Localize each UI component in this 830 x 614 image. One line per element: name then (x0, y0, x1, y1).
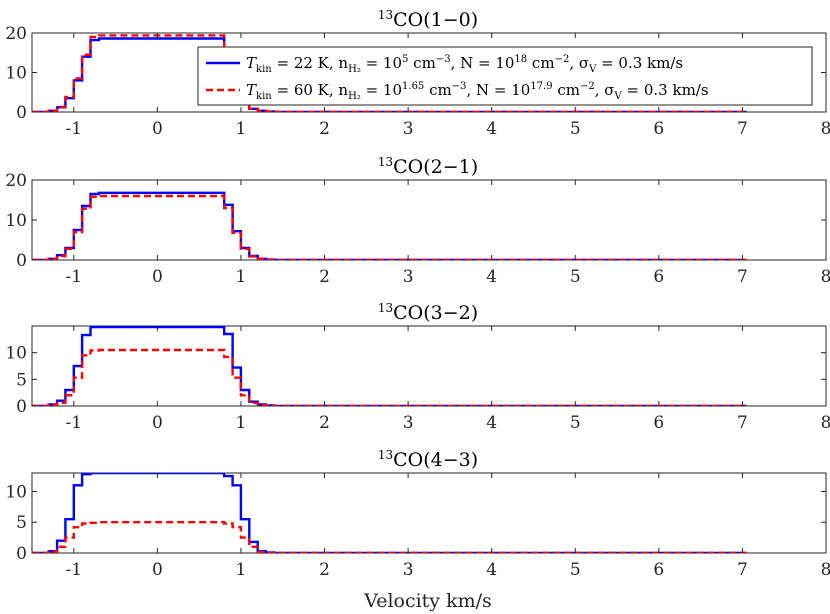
x-tick-label: -1 (66, 267, 83, 287)
x-tick-label: 8 (821, 560, 830, 580)
x-tick-label: 1 (236, 119, 247, 139)
x-tick-label: 4 (486, 560, 497, 580)
axes-box (31, 472, 827, 554)
x-tick-label: 1 (236, 560, 247, 580)
x-tick-label: -1 (66, 413, 83, 433)
x-tick-label: 8 (821, 119, 830, 139)
panel-4: -1 0 1 2 3 4 5 6 7 8 0 5 10 13CO(4−3) (5, 448, 830, 580)
x-tick-label: 2 (319, 560, 330, 580)
y-tick-label: 10 (5, 211, 27, 231)
series-group (32, 34, 747, 112)
x-tick-label: 5 (570, 560, 581, 580)
x-tick-label: 3 (403, 119, 414, 139)
x-tick-label: 0 (152, 119, 163, 139)
x-tick-label: 7 (737, 267, 748, 287)
legend-box (197, 46, 813, 106)
panel-3: -1 0 1 2 3 4 5 6 7 8 0 5 10 13CO(3−2) (5, 301, 830, 433)
x-tick-label: 1 (236, 267, 247, 287)
series-line-tkin-60k (32, 194, 747, 260)
series-group (32, 326, 747, 406)
x-tick-label: 7 (737, 119, 748, 139)
y-tick-label: 10 (5, 64, 27, 84)
series-line-tkin-22k (32, 37, 747, 112)
series-line-tkin-60k (32, 521, 747, 553)
y-tick-label: 10 (5, 344, 27, 364)
x-tick-label: 6 (653, 267, 664, 287)
panel-title: 13CO(4−3) (378, 448, 478, 471)
panel-title: 13CO(3−2) (378, 301, 478, 324)
x-tick-label: -1 (66, 119, 83, 139)
x-tick-label: 0 (152, 413, 163, 433)
y-tick-label: 0 (16, 397, 27, 417)
x-tick-label: 3 (403, 267, 414, 287)
series-group (32, 473, 747, 553)
panel-title: 13CO(1−0) (378, 8, 478, 31)
y-tick-label: 10 (5, 482, 27, 502)
x-tick-label: 6 (653, 413, 664, 433)
x-tick-label: 0 (152, 267, 163, 287)
x-tick-label: 5 (570, 413, 581, 433)
x-tick-label: 5 (570, 119, 581, 139)
legend-entry-label: Tkin = 60 K, nH₂ = 101.65 cm−3, N = 1017… (246, 81, 709, 102)
x-tick-label: 4 (486, 119, 497, 139)
axes-box (31, 325, 827, 407)
x-tick-label: 7 (737, 413, 748, 433)
x-tick-label: 6 (653, 119, 664, 139)
x-tick-label: 5 (570, 267, 581, 287)
x-tick-label: 4 (486, 413, 497, 433)
y-tick-label: 0 (16, 544, 27, 564)
x-tick-label: 3 (403, 413, 414, 433)
panel-2: -1 0 1 2 3 4 5 6 7 8 0 10 20 13CO(2−1) (5, 155, 830, 287)
x-tick-label: 4 (486, 267, 497, 287)
x-tick-label: -1 (66, 560, 83, 580)
x-tick-label: 1 (236, 413, 247, 433)
y-tick-label: 20 (5, 24, 27, 44)
x-tick-label: 3 (403, 560, 414, 580)
x-tick-label: 2 (319, 413, 330, 433)
series-line-tkin-22k (32, 473, 747, 553)
series-line-tkin-60k (32, 348, 747, 406)
x-tick-label: 0 (152, 560, 163, 580)
y-tick-label: 0 (16, 251, 27, 271)
y-tick-label: 0 (16, 103, 27, 123)
y-tick-label: 5 (16, 370, 27, 390)
x-tick-label: 2 (319, 119, 330, 139)
series-group (32, 191, 747, 260)
legend-entry-label: Tkin = 22 K, nH₂ = 105 cm−3, N = 1018 cm… (246, 54, 683, 75)
x-tick-label: 8 (821, 267, 830, 287)
x-tick-label: 7 (737, 560, 748, 580)
x-tick-label: 6 (653, 560, 664, 580)
y-tick-label: 5 (16, 513, 27, 533)
panel-title: 13CO(2−1) (378, 155, 478, 178)
y-tick-label: 20 (5, 171, 27, 191)
legend: Tkin = 22 K, nH₂ = 105 cm−3, N = 1018 cm… (197, 46, 813, 106)
x-tick-label: 8 (821, 413, 830, 433)
x-axis-label: Velocity km/s (363, 590, 492, 612)
x-tick-label: 2 (319, 267, 330, 287)
